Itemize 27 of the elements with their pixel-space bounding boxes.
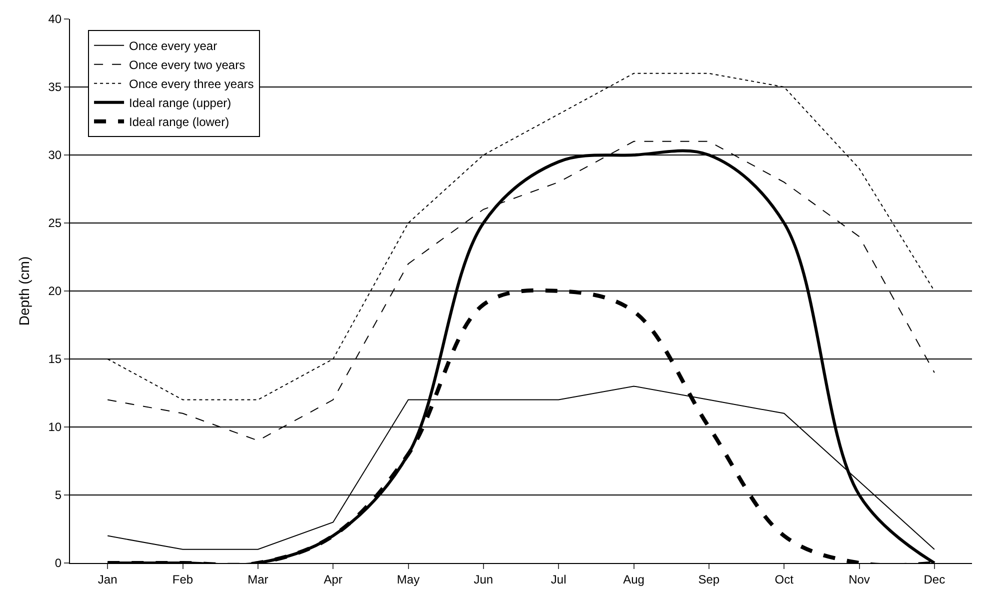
x-tick-label: Jun <box>474 572 494 586</box>
y-tick-label: 20 <box>48 284 62 298</box>
y-tick-label: 40 <box>48 12 62 26</box>
legend-label: Once every two years <box>129 58 246 72</box>
y-tick-label: 25 <box>48 216 62 230</box>
x-tick-label: Mar <box>248 572 268 586</box>
legend-label: Once every year <box>129 39 218 54</box>
y-tick-label: 15 <box>48 352 62 366</box>
x-tick-label: Jan <box>98 572 118 586</box>
x-tick-label: Dec <box>924 572 946 586</box>
y-tick-label: 35 <box>48 80 62 94</box>
y-tick-label: 5 <box>54 488 62 502</box>
y-axis-title: Depth (cm) <box>16 256 32 326</box>
legend-label: Once every three years <box>129 77 254 92</box>
legend-label: Ideal range (lower) <box>129 115 230 130</box>
x-tick-label: May <box>396 572 420 586</box>
x-tick-label: Aug <box>623 572 644 586</box>
x-tick-label: Apr <box>324 572 342 586</box>
x-tick-label: Nov <box>848 572 870 586</box>
x-tick-label: Feb <box>172 572 194 586</box>
x-tick-label: Jul <box>550 572 566 586</box>
legend-label: Ideal range (upper) <box>129 96 232 110</box>
y-tick-label: 30 <box>48 148 62 162</box>
y-tick-label: 0 <box>54 556 62 570</box>
x-tick-label: Sep <box>698 572 720 586</box>
y-tick-label: 10 <box>48 420 62 434</box>
x-tick-label: Oct <box>774 572 794 586</box>
